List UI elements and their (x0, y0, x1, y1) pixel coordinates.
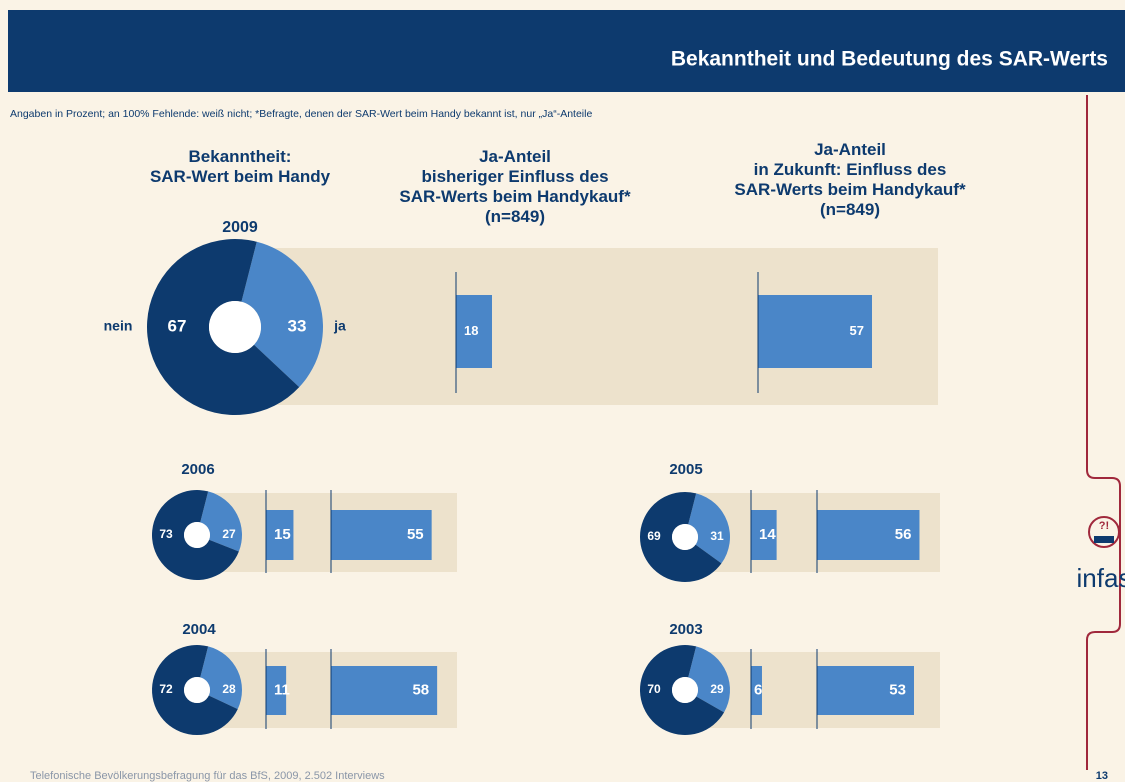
bar-label: 15 (274, 526, 291, 543)
svg-text:?!: ?! (1099, 520, 1109, 532)
bar-label: 58 (412, 681, 429, 698)
logo: infas (1077, 563, 1125, 593)
bar (758, 295, 872, 368)
bar-label: 6 (754, 681, 762, 698)
pie-hole (672, 524, 698, 550)
pie-hole (209, 301, 261, 353)
pie-slice (688, 646, 730, 713)
column-title: Bekanntheit: SAR-Wert beim Handy (149, 147, 331, 186)
pie-slice (200, 646, 243, 710)
bar (817, 510, 920, 560)
year-label: 2005 (669, 461, 702, 478)
bar (751, 666, 762, 715)
bar-label: 55 (407, 526, 424, 543)
pie-label: 70 (647, 682, 661, 696)
bar-label: 11 (274, 681, 290, 698)
bracket (1086, 95, 1121, 770)
footer: Telefonische Bevölkerungsbefragung für d… (30, 770, 385, 782)
pie-label: 67 (168, 316, 187, 335)
pie-slice (640, 645, 725, 736)
pie-label: 29 (710, 682, 724, 696)
bar (456, 295, 492, 368)
pie-slice (688, 493, 730, 564)
column-title: Ja-Anteil bisheriger Einfluss des SAR-We… (399, 147, 631, 226)
title: Bekanntheit und Bedeutung des SAR-Werts (671, 48, 1108, 71)
bar-label: 18 (464, 323, 478, 338)
pie-category: nein (104, 318, 133, 334)
column-title: Ja-Anteil in Zukunft: Einfluss des SAR-W… (734, 140, 966, 219)
page-number: 13 (1096, 770, 1108, 782)
pie-label: 33 (288, 316, 307, 335)
year-label: 2009 (222, 219, 258, 236)
bar (751, 510, 777, 560)
subtitle: Angaben in Prozent; an 100% Fehlende: we… (10, 108, 592, 120)
pie-slice (640, 492, 722, 583)
bar (331, 510, 432, 560)
pie-label: 73 (159, 527, 173, 541)
pie-label: 72 (159, 682, 173, 696)
pie-category: ja (333, 318, 346, 334)
pie-slice (147, 239, 300, 415)
pie-hole (672, 677, 698, 703)
year-label: 2003 (669, 621, 702, 638)
pie-label: 31 (710, 529, 724, 543)
pie-hole (184, 522, 210, 548)
pie-label: 69 (647, 529, 661, 543)
pie-hole (184, 677, 210, 703)
bar-label: 14 (759, 526, 776, 543)
pie-slice (200, 491, 243, 552)
pie-label: 27 (222, 527, 236, 541)
pie-slice (152, 645, 238, 735)
bar (266, 510, 294, 560)
year-label: 2004 (182, 621, 216, 638)
header-band (8, 10, 1125, 92)
bar (331, 666, 438, 715)
bar-label: 56 (895, 526, 912, 543)
pie-slice (241, 241, 324, 388)
bar-label: 53 (889, 681, 906, 698)
bar (817, 666, 914, 715)
pie-label: 28 (222, 682, 236, 696)
bar-label: 57 (850, 323, 864, 338)
bar (266, 666, 287, 715)
year-label: 2006 (181, 461, 214, 478)
logo-icon: ?! (1088, 516, 1120, 548)
pie-slice (152, 489, 239, 580)
